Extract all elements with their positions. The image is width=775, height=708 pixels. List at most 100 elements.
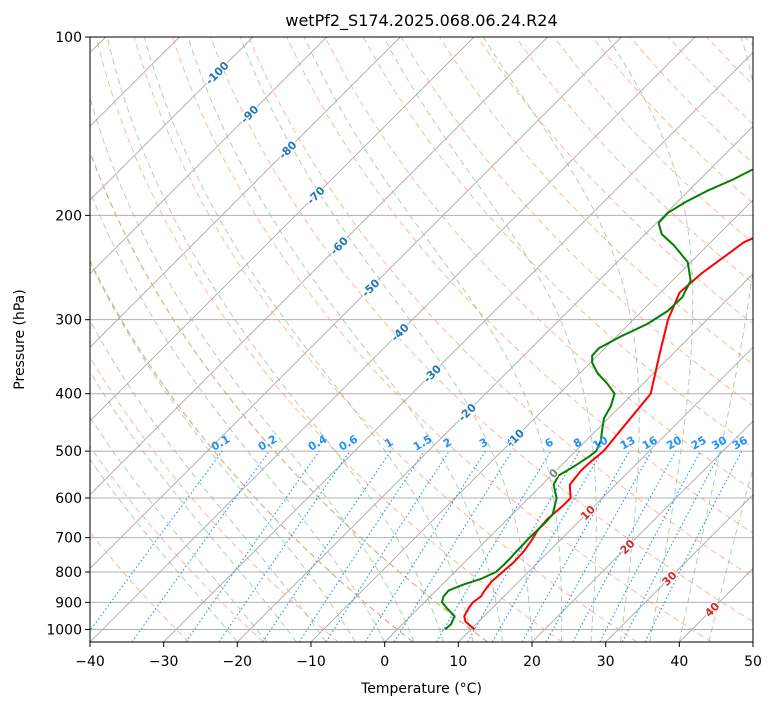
dry-adiabat xyxy=(591,37,753,204)
mixing-ratio-label: 1.5 xyxy=(411,433,434,454)
isotherm-label: 30 xyxy=(660,568,680,588)
isotherm xyxy=(90,37,254,201)
mixing-ratio-line xyxy=(599,450,701,642)
mixing-ratio-label: 8 xyxy=(571,436,584,451)
isotherm xyxy=(90,37,475,422)
moist-adiabat xyxy=(678,37,753,642)
isotherm xyxy=(90,37,327,275)
isotherm-label: -20 xyxy=(456,401,479,424)
isotherm xyxy=(90,37,622,569)
x-tick-label: 40 xyxy=(670,654,688,670)
moist-adiabat xyxy=(90,319,327,642)
moist-adiabat xyxy=(90,260,356,642)
mixing-ratio-label: 6 xyxy=(543,435,556,450)
isotherm xyxy=(163,52,753,642)
chart-title: wetPf2_S174.2025.068.06.24.R24 xyxy=(285,11,557,31)
dry-adiabat xyxy=(515,37,753,284)
moist-adiabat xyxy=(90,96,415,642)
moist-adiabat xyxy=(239,37,533,642)
moist-adiabat xyxy=(708,466,753,642)
isotherm xyxy=(90,37,696,642)
dry-adiabat xyxy=(210,37,753,623)
x-tick-label: 50 xyxy=(744,654,762,670)
mixing-ratio-label: 30 xyxy=(709,433,729,452)
isotherm xyxy=(90,37,401,348)
isotherm-label: -70 xyxy=(304,184,327,207)
mixing-ratio-label: 1 xyxy=(382,436,395,451)
dry-adiabat xyxy=(668,37,753,125)
dry-adiabat xyxy=(90,259,414,642)
dry-adiabat xyxy=(90,150,488,642)
isopleth-labels: 0.1 0.2 0.4 0.6 1 1.5 2 3 4 6 8 10 13 16 20 25 30 36-100-… xyxy=(202,57,750,621)
x-tick-label: 10 xyxy=(449,654,467,670)
isotherm xyxy=(310,199,753,642)
moist-adiabat xyxy=(482,37,640,642)
isotherm xyxy=(384,273,753,642)
dry-adiabat xyxy=(95,37,563,642)
isotherm-label: -40 xyxy=(389,321,412,344)
dry-adiabat xyxy=(90,356,339,642)
isotherm xyxy=(679,567,753,642)
dry-adiabat xyxy=(171,37,712,642)
isotherm-label: -80 xyxy=(276,138,299,161)
isotherm-label: 10 xyxy=(578,503,598,523)
moist-adiabat xyxy=(143,37,474,642)
mixing-ratio-line xyxy=(521,450,630,642)
y-tick-label: 100 xyxy=(55,30,82,46)
profile-lines xyxy=(441,168,753,631)
mixing-ratio-line xyxy=(218,450,351,642)
mixing-ratio-label: 0.2 xyxy=(256,433,279,454)
temperature-line xyxy=(463,237,753,631)
isotherm xyxy=(90,37,548,496)
x-tick-label: −10 xyxy=(296,654,326,670)
isotherm-label: -90 xyxy=(238,103,261,126)
dry-adiabat xyxy=(553,37,753,244)
x-tick-label: 30 xyxy=(597,654,615,670)
dry-adiabat xyxy=(286,37,753,534)
mixing-ratio-line xyxy=(185,450,320,642)
mixing-ratio-line xyxy=(262,450,392,642)
mixing-ratio-label: 16 xyxy=(640,433,660,452)
mixing-ratio-label: 13 xyxy=(618,434,638,453)
mixing-ratio-label: 10 xyxy=(591,433,611,452)
dry-adiabat xyxy=(90,445,264,642)
mixing-ratio-label: 0.6 xyxy=(337,432,361,453)
mixing-ratio-line xyxy=(325,450,450,642)
dry-adiabat xyxy=(248,37,753,578)
y-axis: 100 200 300 400 500 600 700 800 900 1000 xyxy=(46,30,90,638)
dry-adiabat xyxy=(744,37,753,47)
isotherm xyxy=(531,420,753,642)
y-tick-label: 200 xyxy=(55,208,82,224)
x-tick-label: 0 xyxy=(380,654,389,670)
mixing-ratio-line xyxy=(467,450,580,642)
dry-adiabat xyxy=(90,259,414,642)
isotherm xyxy=(605,494,753,642)
dry-adiabat xyxy=(133,37,638,642)
isotherm-label: 20 xyxy=(618,537,638,557)
x-tick-label: 20 xyxy=(523,654,541,670)
isotherm-label: -100 xyxy=(203,59,232,88)
x-tick-label: −30 xyxy=(149,654,179,670)
dry-adiabat xyxy=(90,150,488,642)
x-axis-label: Temperature (°C) xyxy=(360,681,482,697)
y-tick-label: 400 xyxy=(55,387,82,403)
mixing-ratio-line xyxy=(131,450,270,642)
mixing-ratio-line xyxy=(545,450,653,642)
dry-adiabat xyxy=(90,531,190,642)
mixing-ratio-label: 0.1 xyxy=(209,433,232,454)
mixing-ratio-label: 0.4 xyxy=(306,432,330,453)
moist-adiabat xyxy=(187,37,503,642)
moist-adiabat xyxy=(90,370,297,642)
plot-frame xyxy=(89,36,754,643)
moist-adiabat xyxy=(90,458,238,642)
isotherm-label: -60 xyxy=(328,234,351,257)
y-tick-label: 500 xyxy=(55,444,82,460)
dry-adiabat xyxy=(706,37,753,86)
y-tick-label: 300 xyxy=(55,313,82,329)
moist-adiabat xyxy=(383,37,597,642)
x-axis: −40 −30 −20 −10 0 10 20 30 40 50 xyxy=(75,642,762,670)
mixing-ratio-line xyxy=(90,450,223,632)
moist-adiabat xyxy=(106,37,445,642)
y-tick-label: 1000 xyxy=(46,622,82,638)
